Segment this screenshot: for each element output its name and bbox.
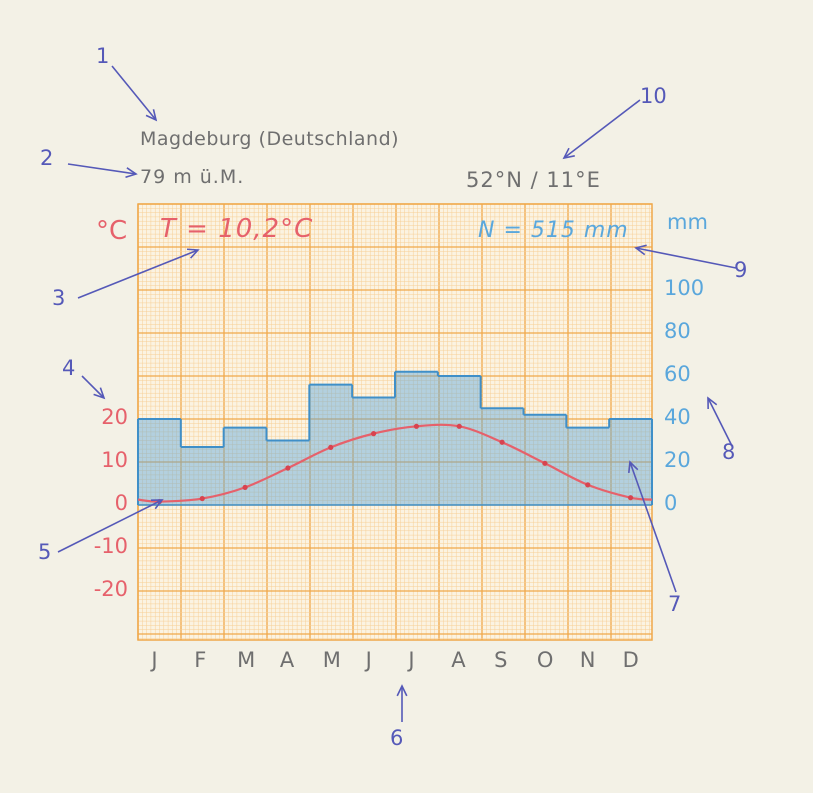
annotation-4: 4	[62, 356, 76, 380]
annotation-arrowhead	[396, 684, 408, 697]
temperature-unit: °C	[96, 216, 128, 246]
temp-tick-label: 0	[114, 491, 128, 515]
precip-bar	[138, 419, 181, 505]
temperature-line	[137, 423, 653, 503]
annotation-7: 7	[668, 592, 682, 616]
month-label: A	[451, 648, 466, 672]
annotation-arrow	[707, 397, 733, 447]
precip-bar	[480, 408, 524, 505]
annotation-1: 1	[96, 44, 110, 68]
annotation-arrowhead	[150, 499, 164, 510]
temperature-point	[328, 444, 334, 450]
annotation-arrowhead	[627, 460, 639, 474]
annotation-8: 8	[722, 440, 736, 464]
temperature-point	[627, 495, 634, 501]
annotation-3: 3	[52, 286, 66, 310]
precip-tick-label: 60	[664, 362, 691, 386]
annotation-arrowhead	[125, 167, 138, 179]
temperature-point	[499, 439, 505, 445]
month-label: F	[194, 648, 207, 672]
precip-tick-label: 80	[664, 319, 691, 343]
annotation-2: 2	[40, 146, 54, 170]
annotation-arrowhead	[634, 244, 647, 256]
temp-tick-label: 20	[101, 405, 128, 429]
month-label: A	[279, 648, 295, 672]
precip-bar	[523, 414, 567, 505]
annotation-10: 10	[640, 84, 667, 108]
month-label: O	[536, 648, 554, 672]
precip-tick-label: 40	[664, 405, 691, 429]
month-label: J	[151, 648, 158, 672]
month-label: J	[408, 648, 415, 672]
annotation-arrow	[111, 65, 157, 121]
mean-temperature-label: T = 10,2°C	[160, 214, 314, 244]
month-label: J	[365, 648, 372, 672]
month-label: M	[237, 648, 256, 672]
temperature-point	[542, 460, 548, 466]
month-label: S	[494, 648, 508, 672]
annotation-9: 9	[734, 258, 748, 282]
precip-bar	[352, 397, 395, 505]
annotation-arrowhead	[186, 248, 200, 259]
precip-tick-label: 20	[664, 448, 691, 472]
total-precipitation-label: N = 515 mm	[478, 218, 629, 243]
precipitation-unit: mm	[667, 210, 708, 234]
temperature-point	[413, 423, 420, 429]
temp-tick-label: -20	[93, 577, 128, 601]
temperature-point	[285, 465, 291, 471]
annotation-6: 6	[390, 726, 404, 750]
station-name: Magdeburg (Deutschland)	[140, 128, 400, 150]
annotation-arrow	[77, 249, 199, 299]
month-label: N	[579, 648, 596, 672]
precip-bar	[437, 376, 481, 505]
temperature-point	[370, 431, 377, 437]
annotation-arrow	[629, 461, 677, 593]
temp-tick-label: -10	[93, 534, 128, 558]
annotation-arrowhead	[145, 109, 158, 122]
precip-tick-label: 100	[664, 276, 705, 300]
precip-bar	[266, 440, 310, 505]
station-coordinates: 52°N / 11°E	[466, 168, 601, 192]
annotation-arrow	[67, 163, 137, 175]
precip-bar	[395, 371, 438, 505]
station-elevation: 79 m ü.M.	[140, 166, 245, 188]
annotation-arrowhead	[93, 387, 106, 400]
annotation-5: 5	[38, 540, 52, 564]
annotation-arrow	[57, 499, 163, 553]
month-label: M	[322, 648, 341, 672]
annotation-arrow	[563, 99, 641, 159]
precip-bar	[223, 427, 267, 505]
precip-bar	[566, 427, 610, 505]
temperature-point	[199, 495, 205, 502]
precip-tick-label: 0	[664, 491, 678, 515]
annotation-arrowhead	[707, 396, 718, 410]
annotation-arrowhead	[562, 147, 575, 160]
annotation-arrow	[81, 375, 105, 399]
temperature-point	[456, 423, 462, 429]
temperature-point	[242, 484, 248, 490]
annotation-arrow	[635, 247, 737, 269]
temp-tick-label: 10	[101, 448, 128, 472]
month-label: D	[622, 648, 639, 672]
temperature-point	[585, 482, 591, 488]
